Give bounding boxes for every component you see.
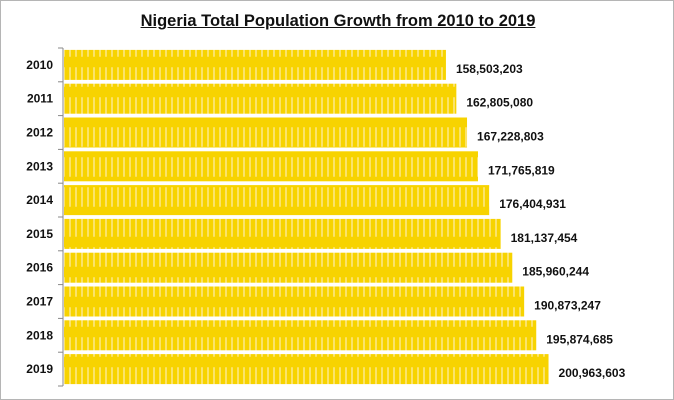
bar-2013 xyxy=(64,151,478,182)
bar-2010 xyxy=(64,49,446,80)
data-label-2011: 162,805,080 xyxy=(466,96,533,110)
y-tick-label: 2017 xyxy=(26,295,53,309)
y-tick-label: 2013 xyxy=(26,159,53,173)
data-label-2019: 200,963,603 xyxy=(559,366,626,380)
data-label-2010: 158,503,203 xyxy=(456,62,523,76)
chart-title: Nigeria Total Population Growth from 201… xyxy=(1,12,673,31)
data-label-2014: 176,404,931 xyxy=(499,197,566,211)
bar-2017 xyxy=(64,286,525,317)
y-tick-label: 2016 xyxy=(26,261,53,275)
y-tick-label: 2018 xyxy=(26,328,53,342)
y-tick-label: 2015 xyxy=(26,227,53,241)
bar-2016 xyxy=(64,252,513,283)
data-label-2018: 195,874,685 xyxy=(546,332,613,346)
data-label-2017: 190,873,247 xyxy=(534,299,601,313)
y-tick-label: 2010 xyxy=(26,58,53,72)
bar-2015 xyxy=(64,218,501,249)
bar-2011 xyxy=(64,83,457,114)
bar-2019 xyxy=(64,354,549,385)
y-tick-label: 2019 xyxy=(26,362,53,376)
data-label-2013: 171,765,819 xyxy=(488,163,555,177)
bar-2014 xyxy=(64,185,490,216)
data-label-2012: 167,228,803 xyxy=(477,130,544,144)
chart-title-text: Nigeria Total Population Growth from 201… xyxy=(140,12,536,30)
data-label-2015: 181,137,454 xyxy=(511,231,578,245)
y-tick-label: 2012 xyxy=(26,126,53,140)
y-tick-label: 2011 xyxy=(27,92,53,106)
bar-2018 xyxy=(64,320,537,351)
data-label-2016: 185,960,244 xyxy=(522,265,589,279)
y-tick-label: 2014 xyxy=(26,193,53,207)
bar-2012 xyxy=(64,117,468,148)
